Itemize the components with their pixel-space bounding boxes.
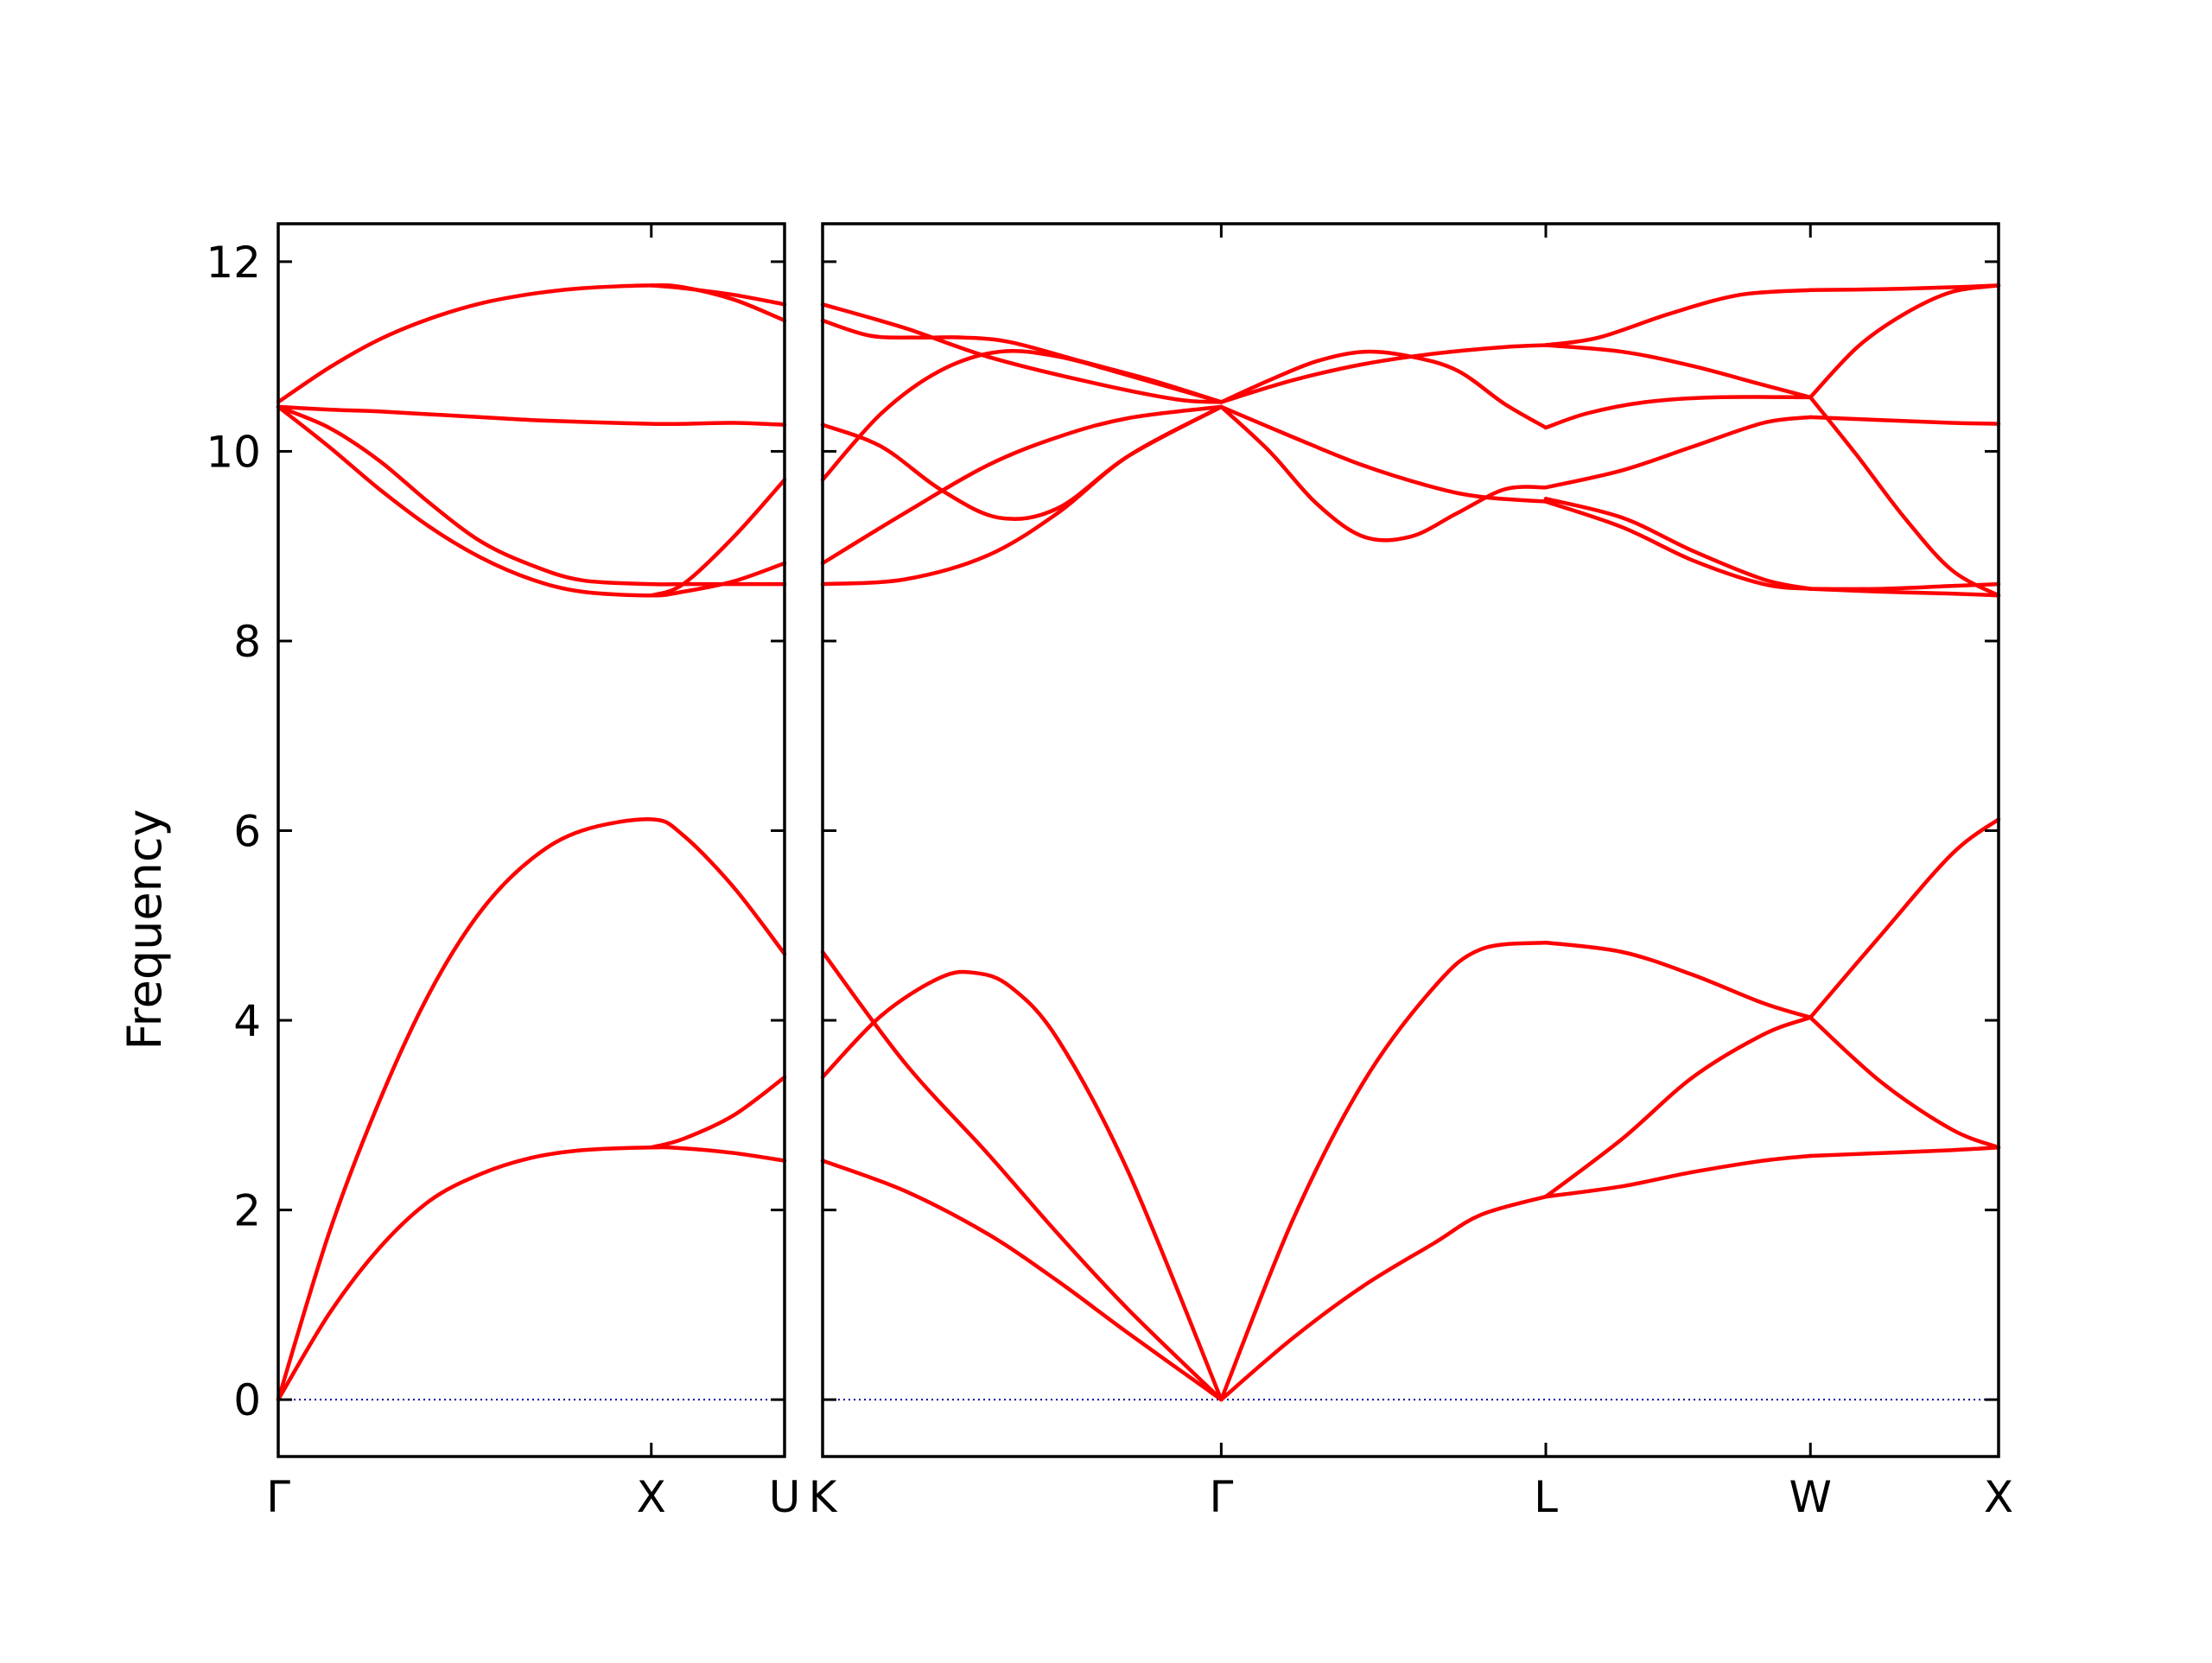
band-line — [1543, 1015, 1813, 1199]
band-line — [1543, 343, 1813, 400]
band-line — [1543, 415, 1813, 490]
band-line — [820, 949, 1224, 1402]
band-line — [1808, 587, 2001, 598]
y-tick-label: 0 — [233, 1375, 261, 1425]
band-line — [276, 404, 787, 598]
x-tick-label: W — [1789, 1472, 1832, 1522]
x-tick-label: L — [1534, 1472, 1558, 1522]
band-line — [649, 478, 787, 598]
plot-frame — [821, 222, 2000, 1458]
y-tick-label: 2 — [233, 1186, 261, 1236]
band-line — [276, 404, 787, 427]
band-line — [1219, 404, 1548, 543]
x-tick-label: Γ — [1209, 1472, 1233, 1522]
band-line — [276, 404, 787, 587]
band-line — [1808, 283, 2001, 293]
band-line — [649, 1075, 787, 1150]
band-line — [1808, 1015, 2001, 1150]
y-tick-label: 12 — [206, 238, 261, 288]
band-line — [1543, 497, 1813, 591]
band-line — [820, 1158, 1224, 1402]
x-tick-label: K — [809, 1472, 838, 1522]
band-line — [820, 318, 1224, 404]
y-axis-label: Frequency — [118, 809, 172, 1050]
y-tick-label: 4 — [233, 996, 261, 1046]
band-line — [820, 404, 1224, 566]
y-tick-label: 8 — [233, 617, 261, 667]
band-line — [820, 969, 1224, 1402]
band-line — [1219, 940, 1548, 1402]
band-line — [1808, 1145, 2001, 1158]
plot-frame — [276, 222, 786, 1458]
y-tick-label: 10 — [206, 427, 261, 477]
panel-left: 0 2 4 6 8 10 12 Γ X U — [206, 222, 801, 1522]
band-line — [1543, 395, 1813, 430]
y-tick-label: 6 — [233, 807, 261, 857]
x-tick-label: Γ — [266, 1472, 290, 1522]
band-line — [1808, 283, 2001, 400]
band-line — [1808, 817, 2001, 1020]
band-line — [1219, 343, 1548, 404]
band-line — [820, 404, 1224, 521]
band-line — [276, 1145, 787, 1402]
x-tick-label: U — [769, 1472, 801, 1522]
band-line — [1543, 288, 1813, 347]
band-line — [1543, 1153, 1813, 1199]
x-tick-label: X — [1984, 1472, 2013, 1522]
band-line — [649, 283, 787, 307]
x-tick-label: X — [637, 1472, 666, 1522]
band-line — [276, 817, 787, 1402]
band-line — [1808, 395, 2001, 598]
band-line — [1219, 349, 1548, 430]
band-line — [820, 302, 1224, 404]
band-line — [1543, 940, 1813, 1020]
band-line — [1808, 415, 2001, 426]
band-line — [1219, 1194, 1548, 1402]
band-line — [1543, 499, 1813, 591]
